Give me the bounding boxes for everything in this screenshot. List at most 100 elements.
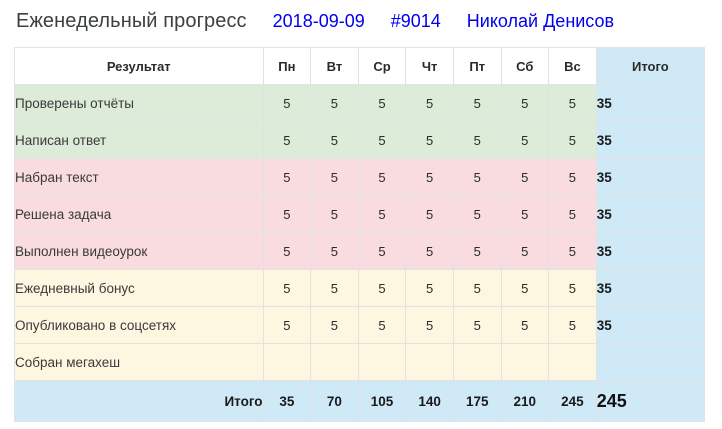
cell-fri: 5 — [452, 158, 502, 196]
cell-sun: 5 — [548, 121, 597, 159]
totals-sat: 210 — [500, 380, 550, 422]
cell-thu — [405, 343, 454, 381]
cell-row-total — [595, 343, 706, 381]
cell-wed: 5 — [357, 158, 407, 196]
totals-sun: 245 — [548, 380, 597, 422]
cell-wed: 5 — [357, 232, 407, 270]
cell-thu: 5 — [405, 121, 454, 159]
column-header-wed[interactable]: Ср — [357, 47, 407, 85]
row-label: Написан ответ — [14, 121, 264, 159]
cell-sat: 5 — [500, 269, 550, 307]
totals-mon: 35 — [262, 380, 312, 422]
cell-sun: 5 — [548, 306, 597, 344]
table-row: Ежедневный бонус 5 5 5 5 5 5 5 35 — [14, 269, 706, 307]
cell-row-total: 35 — [595, 84, 706, 122]
row-label: Проверены отчёты — [14, 84, 264, 122]
row-label: Набран текст — [14, 158, 264, 196]
cell-tue: 5 — [310, 232, 359, 270]
page-header: Еженедельный прогресс 2018-09-09 #9014 Н… — [0, 0, 722, 32]
column-header-fri[interactable]: Пт — [452, 47, 502, 85]
user-name-link[interactable]: Николай Денисов — [466, 11, 615, 31]
cell-thu: 5 — [405, 269, 454, 307]
cell-thu: 5 — [405, 232, 454, 270]
cell-sat: 5 — [500, 195, 550, 233]
cell-mon: 5 — [262, 306, 312, 344]
cell-wed: 5 — [357, 84, 407, 122]
table-foot: Итого 35 70 105 140 175 210 245 245 — [14, 380, 706, 422]
row-label: Опубликовано в соцсетях — [14, 306, 264, 344]
cell-tue: 5 — [310, 84, 359, 122]
cell-tue: 5 — [310, 269, 359, 307]
cell-sun: 5 — [548, 158, 597, 196]
cell-row-total: 35 — [595, 306, 706, 344]
row-label: Собран мегахеш — [14, 343, 264, 381]
row-label: Решена задача — [14, 195, 264, 233]
table-row: Набран текст 5 5 5 5 5 5 5 35 — [14, 158, 706, 196]
column-header-tue[interactable]: Вт — [310, 47, 359, 85]
cell-mon — [262, 343, 312, 381]
cell-thu: 5 — [405, 84, 454, 122]
table-header-row: Результат Пн Вт Ср Чт Пт Сб Вс Итого — [14, 47, 706, 85]
cell-fri: 5 — [452, 306, 502, 344]
totals-fri: 175 — [452, 380, 502, 422]
cell-fri: 5 — [452, 121, 502, 159]
cell-row-total: 35 — [595, 195, 706, 233]
column-header-sun[interactable]: Вс — [548, 47, 597, 85]
cell-sun: 5 — [548, 195, 597, 233]
cell-tue — [310, 343, 359, 381]
cell-sat: 5 — [500, 84, 550, 122]
cell-wed: 5 — [357, 121, 407, 159]
cell-sun: 5 — [548, 232, 597, 270]
cell-tue: 5 — [310, 158, 359, 196]
column-header-thu[interactable]: Чт — [405, 47, 454, 85]
cell-fri: 5 — [452, 232, 502, 270]
report-date[interactable]: 2018-09-09 — [272, 11, 365, 31]
cell-fri — [452, 343, 502, 381]
table-row: Собран мегахеш — [14, 343, 706, 381]
report-id[interactable]: #9014 — [390, 11, 441, 31]
cell-sat — [500, 343, 550, 381]
column-header-mon[interactable]: Пн — [262, 47, 312, 85]
cell-wed: 5 — [357, 269, 407, 307]
cell-mon: 5 — [262, 121, 312, 159]
table-head: Результат Пн Вт Ср Чт Пт Сб Вс Итого — [14, 47, 706, 85]
totals-thu: 140 — [405, 380, 454, 422]
totals-row: Итого 35 70 105 140 175 210 245 245 — [14, 380, 706, 422]
cell-wed: 5 — [357, 306, 407, 344]
table-row: Выполнен видеоурок 5 5 5 5 5 5 5 35 — [14, 232, 706, 270]
column-header-total[interactable]: Итого — [595, 47, 706, 85]
column-header-sat[interactable]: Сб — [500, 47, 550, 85]
table-row: Написан ответ 5 5 5 5 5 5 5 35 — [14, 121, 706, 159]
table-body: Проверены отчёты 5 5 5 5 5 5 5 35 Написа… — [14, 84, 706, 381]
cell-mon: 5 — [262, 84, 312, 122]
cell-row-total: 35 — [595, 158, 706, 196]
cell-thu: 5 — [405, 158, 454, 196]
cell-tue: 5 — [310, 306, 359, 344]
table-row: Решена задача 5 5 5 5 5 5 5 35 — [14, 195, 706, 233]
cell-sun: 5 — [548, 269, 597, 307]
progress-table-wrapper: Результат Пн Вт Ср Чт Пт Сб Вс Итого Про… — [14, 47, 706, 422]
table-row: Опубликовано в соцсетях 5 5 5 5 5 5 5 35 — [14, 306, 706, 344]
cell-fri: 5 — [452, 84, 502, 122]
cell-thu: 5 — [405, 195, 454, 233]
cell-mon: 5 — [262, 158, 312, 196]
cell-sun — [548, 343, 597, 381]
page-title: Еженедельный прогресс — [16, 10, 247, 32]
cell-wed — [357, 343, 407, 381]
table-row: Проверены отчёты 5 5 5 5 5 5 5 35 — [14, 84, 706, 122]
totals-row-label: Итого — [14, 380, 264, 422]
cell-wed: 5 — [357, 195, 407, 233]
cell-sat: 5 — [500, 306, 550, 344]
cell-thu: 5 — [405, 306, 454, 344]
cell-sat: 5 — [500, 158, 550, 196]
cell-row-total: 35 — [595, 269, 706, 307]
header-meta: 2018-09-09 #9014 Николай Денисов — [273, 11, 614, 32]
cell-sat: 5 — [500, 121, 550, 159]
cell-fri: 5 — [452, 195, 502, 233]
cell-tue: 5 — [310, 195, 359, 233]
column-header-result[interactable]: Результат — [14, 47, 264, 85]
totals-tue: 70 — [310, 380, 359, 422]
cell-mon: 5 — [262, 269, 312, 307]
totals-wed: 105 — [357, 380, 407, 422]
